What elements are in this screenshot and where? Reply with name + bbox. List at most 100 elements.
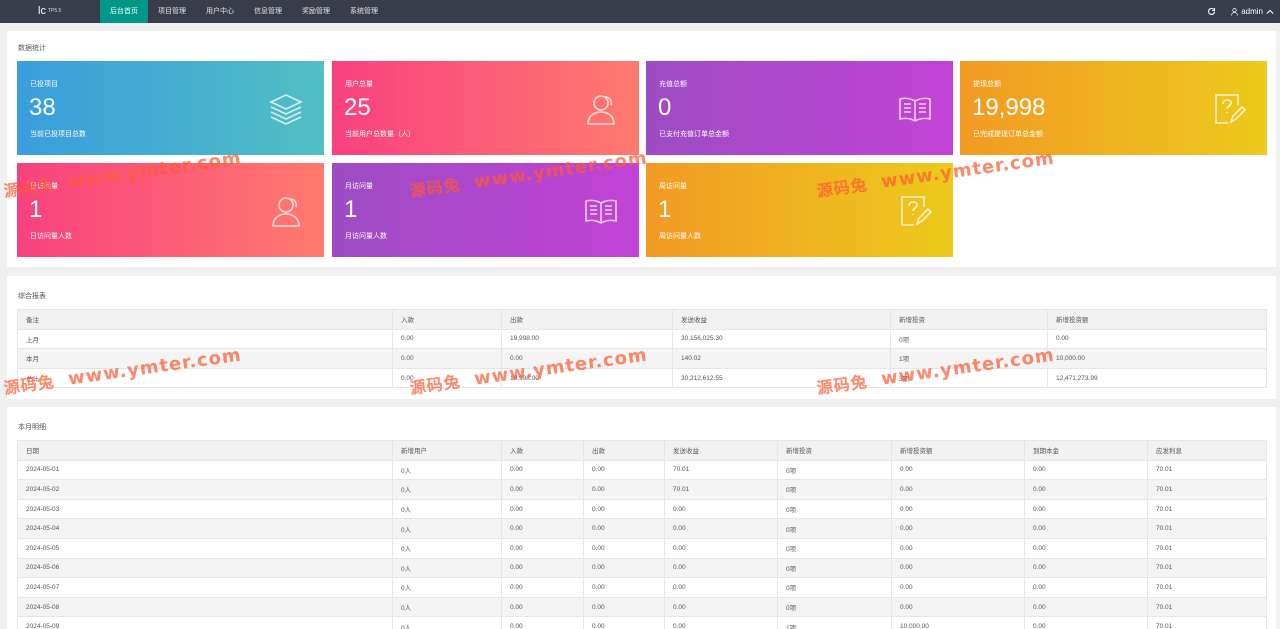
table-cell: 0项 [777,459,892,481]
table-cell: 0人 [392,537,502,559]
edit-icon [1215,94,1247,124]
book-icon [585,199,617,224]
monthly-title: 本月明细 [18,424,46,431]
table-cell: 0.00 [664,577,778,598]
table-cell: 0.00 [583,577,665,598]
table-cell: 0.00 [501,348,673,369]
table-cell: 70.01 [1147,616,1267,629]
card-value: 0 [658,94,672,121]
table-cell: 140.02 [672,348,891,369]
table-cell: 0.00 [1024,537,1148,559]
table-cell: 0.00 [891,479,1025,500]
table-cell: 10,000.00 [1047,348,1267,369]
table-cell: 0.00 [664,498,778,520]
table-cell: 0.00 [501,518,584,539]
users-icon [272,197,300,227]
admin-menu[interactable]: admin [1225,0,1280,23]
table-cell: 0.00 [664,557,778,579]
table-cell: 70.01 [664,479,778,500]
table-cell: 2024-05-05 [17,537,393,559]
card-value: 1 [344,196,358,223]
card-recharge[interactable]: 充值总额 0 已支付充值订单总金额 [646,61,953,155]
table-cell: 2024-05-04 [17,518,393,539]
card-monthly-visits[interactable]: 月访问量 1 月访问量人数 [332,163,639,257]
table-cell: 0.00 [891,498,1025,520]
table-cell: 0人 [392,498,502,520]
table-cell: 2024-05-07 [17,577,393,598]
table-cell: 0.00 [501,479,584,500]
table-cell: 70.01 [1147,459,1267,481]
users-icon [587,95,615,125]
table-cell: 70.01 [1147,479,1267,500]
table-cell: 19,998.00 [501,328,673,350]
table-row: 2024-05-02 0人 0.00 0.00 70.01 0项 0.00 0.00 70.01 [17,479,1267,500]
table-cell: 0.00 [583,616,665,629]
table-cell: 3项 [890,367,1048,389]
table-cell: 0项 [777,557,892,579]
nav-info[interactable]: 信息管理 [254,8,282,15]
table-cell: 70.01 [1147,537,1267,559]
table-cell: 0人 [392,577,502,598]
table-cell: 0项 [777,479,892,500]
monthly-panel: 本月明细 日期 新增用户 入款 出款 发送收益 新增投资 新增投资额 到期本金 … [7,407,1276,629]
nav-rewards[interactable]: 奖励管理 [302,8,330,15]
card-users[interactable]: 用户总量 25 当前用户总数量（人） [332,61,639,155]
table-cell: 0.00 [501,537,584,559]
card-daily-visits[interactable]: 日访问量 1 日访问量人数 [17,163,324,257]
card-value: 38 [29,94,56,121]
table-header-row: 备注 入款 出款 发送收益 新增投资 新增投资额 [17,309,1267,330]
table-cell: 0.00 [392,348,502,369]
table-cell: 0.00 [583,459,665,481]
table-cell: 0项 [890,328,1048,350]
report-title: 综合报表 [18,293,46,300]
nav-system[interactable]: 系统管理 [350,8,378,15]
table-cell: 0.00 [1024,459,1148,481]
table-cell: 0人 [392,596,502,618]
edit-icon [901,196,933,226]
table-cell: 本月 [17,348,393,369]
stats-panel: 数据统计 已投项目 38 当前已投项目总数 用户总量 25 当前用户总数量（人）… [7,31,1276,267]
logo[interactable]: lc TP5.5 [38,5,62,17]
card-value: 25 [344,94,371,121]
refresh-icon[interactable] [1197,0,1225,23]
table-cell: 0.00 [583,557,665,579]
table-cell: 0.00 [1024,557,1148,579]
table-cell: 0.00 [1024,479,1148,500]
table-cell: 2024-05-06 [17,557,393,579]
table-cell: 0.00 [891,518,1025,539]
stats-title: 数据统计 [18,45,46,52]
table-cell: 1项 [890,348,1048,369]
table-cell: 70.01 [1147,557,1267,579]
table-cell: 30,156,025.30 [672,328,891,350]
card-value: 19,998 [972,94,1046,121]
table-cell: 0.00 [583,518,665,539]
nav-projects[interactable]: 项目管理 [158,8,186,15]
table-cell: 0人 [392,479,502,500]
table-row: 本月 0.00 0.00 140.02 1项 10,000.00 [17,348,1267,369]
table-cell: 70.01 [1147,518,1267,539]
table-row: 上月 0.00 19,998.00 30,156,025.30 0项 0.00 [17,328,1267,350]
layers-icon [269,94,303,125]
table-cell: 0项 [777,498,892,520]
table-cell: 70.01 [1147,498,1267,520]
table-cell: 0.00 [501,577,584,598]
nav-users[interactable]: 用户中心 [206,8,234,15]
card-withdraw[interactable]: 提现总额 19,998 已完成提现订单总金额 [960,61,1267,155]
table-cell: 70.01 [1147,596,1267,618]
table-cell: 总计 [17,367,393,389]
table-cell: 0.00 [664,518,778,539]
table-cell: 0.00 [1047,328,1267,350]
table-cell: 0项 [777,577,892,598]
nav-home[interactable]: 后台首页 [100,0,148,23]
table-cell: 0.00 [583,537,665,559]
table-row: 总计 0.00 19,998.00 30,312,612.55 3项 12,471,273… [17,367,1267,389]
table-row: 2024-05-05 0人 0.00 0.00 0.00 0项 0.00 0.00 70.01 [17,537,1267,559]
card-weekly-visits[interactable]: 周访问量 1 周访问量人数 [646,163,953,257]
table-cell: 0.00 [664,596,778,618]
card-projects[interactable]: 已投项目 38 当前已投项目总数 [17,61,324,155]
table-cell: 2024-05-08 [17,596,393,618]
book-icon [899,97,931,122]
table-cell: 0.00 [501,616,584,629]
table-cell: 10,000.00 [891,616,1025,629]
table-cell: 0人 [392,518,502,539]
